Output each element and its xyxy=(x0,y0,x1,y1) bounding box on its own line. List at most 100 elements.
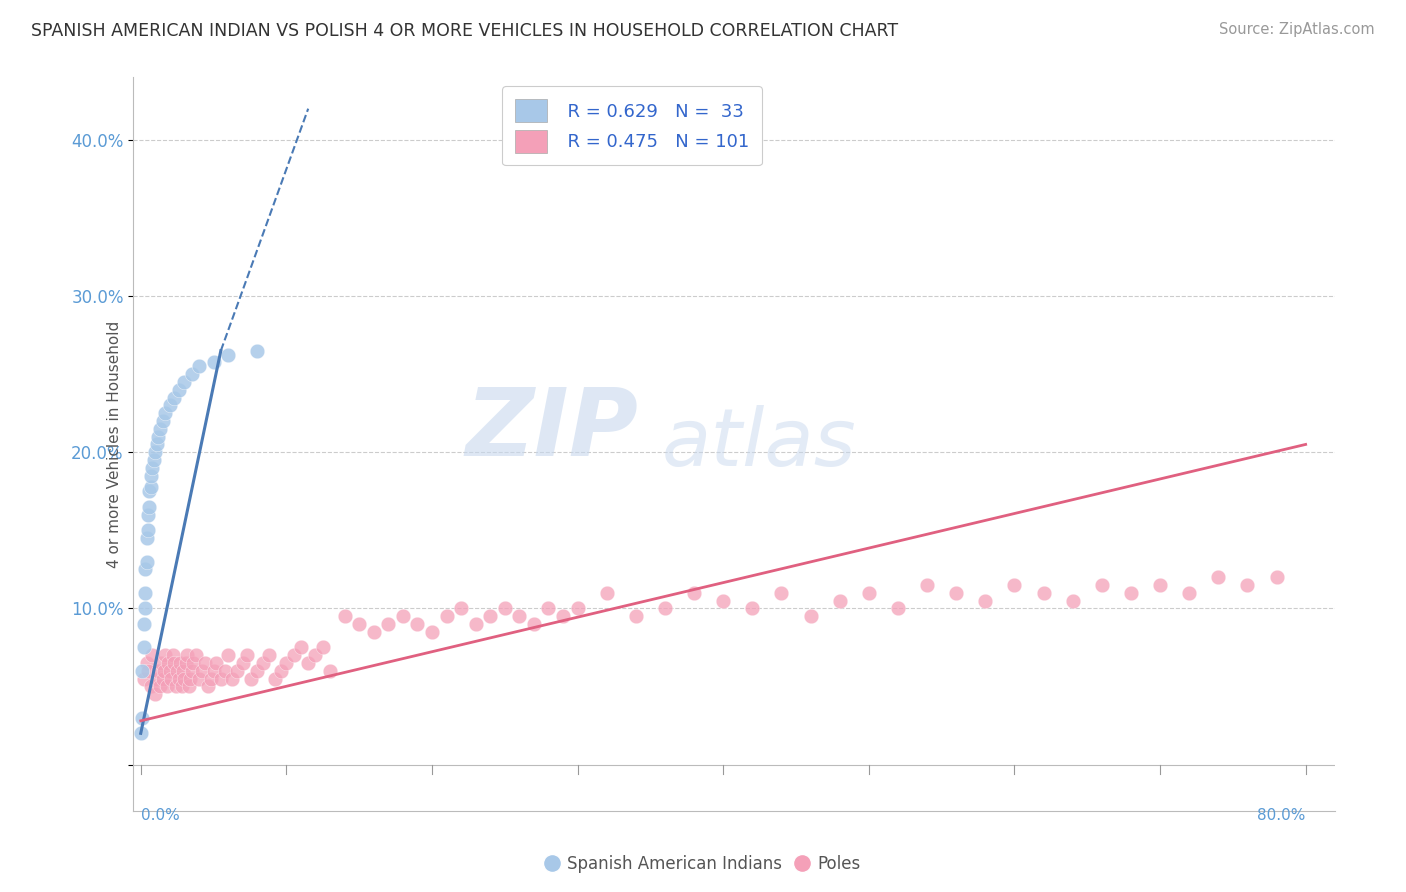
Text: Source: ZipAtlas.com: Source: ZipAtlas.com xyxy=(1219,22,1375,37)
Point xyxy=(163,656,186,670)
Point xyxy=(217,348,239,362)
Point xyxy=(1032,586,1054,600)
Point xyxy=(141,460,163,475)
Point xyxy=(139,479,162,493)
Point xyxy=(319,664,342,678)
Point xyxy=(166,664,188,678)
Point xyxy=(194,656,217,670)
Point xyxy=(132,617,155,632)
Point xyxy=(155,406,177,420)
Legend: Spanish American Indians, Poles: Spanish American Indians, Poles xyxy=(538,848,868,880)
Point xyxy=(236,648,259,663)
Point xyxy=(1062,593,1084,607)
Point xyxy=(148,664,170,678)
Point xyxy=(181,656,204,670)
Point xyxy=(148,429,170,443)
Point xyxy=(508,609,530,624)
Point xyxy=(828,593,851,607)
Point xyxy=(1178,586,1201,600)
Point xyxy=(150,656,173,670)
Point xyxy=(173,375,195,389)
Point xyxy=(152,414,174,428)
Point xyxy=(283,648,305,663)
Point xyxy=(1091,578,1114,592)
Point xyxy=(392,609,415,624)
Point xyxy=(136,664,159,678)
Point xyxy=(596,586,619,600)
Point xyxy=(246,664,269,678)
Point xyxy=(143,687,166,701)
Point xyxy=(167,672,190,686)
Point xyxy=(450,601,472,615)
Point xyxy=(131,711,153,725)
Point xyxy=(214,664,236,678)
Legend:   R = 0.629   N =  33,   R = 0.475   N = 101: R = 0.629 N = 33, R = 0.475 N = 101 xyxy=(502,87,762,165)
Point xyxy=(135,656,157,670)
Point xyxy=(197,680,219,694)
Point xyxy=(270,664,292,678)
Point xyxy=(173,672,195,686)
Point xyxy=(131,664,153,678)
Point xyxy=(188,359,211,374)
Point xyxy=(170,680,193,694)
Point xyxy=(257,648,280,663)
Point xyxy=(149,422,172,436)
Point xyxy=(191,664,214,678)
Point xyxy=(551,609,574,624)
Point xyxy=(654,601,676,615)
Point xyxy=(200,672,222,686)
Point xyxy=(209,672,232,686)
Point xyxy=(135,555,157,569)
Point xyxy=(420,624,443,639)
Point xyxy=(479,609,502,624)
Point xyxy=(134,562,156,576)
Point xyxy=(246,343,269,358)
Point xyxy=(297,656,319,670)
Point xyxy=(141,648,163,663)
Point xyxy=(1236,578,1258,592)
Point xyxy=(177,680,200,694)
Point xyxy=(149,680,172,694)
Point xyxy=(153,664,176,678)
Point xyxy=(624,609,647,624)
Point xyxy=(252,656,274,670)
Point xyxy=(139,680,162,694)
Point xyxy=(142,453,165,467)
Point xyxy=(176,648,198,663)
Point xyxy=(184,648,207,663)
Point xyxy=(143,445,166,459)
Point xyxy=(1206,570,1229,584)
Point xyxy=(136,524,159,538)
Point xyxy=(172,664,194,678)
Point xyxy=(464,617,486,632)
Text: atlas: atlas xyxy=(662,406,856,483)
Point xyxy=(741,601,763,615)
Point xyxy=(225,664,247,678)
Point xyxy=(138,500,160,514)
Point xyxy=(240,672,263,686)
Point xyxy=(169,656,191,670)
Text: SPANISH AMERICAN INDIAN VS POLISH 4 OR MORE VEHICLES IN HOUSEHOLD CORRELATION CH: SPANISH AMERICAN INDIAN VS POLISH 4 OR M… xyxy=(31,22,898,40)
Point xyxy=(945,586,967,600)
Point xyxy=(232,656,254,670)
Point xyxy=(406,617,429,632)
Point xyxy=(347,617,370,632)
Point xyxy=(290,640,312,655)
Point xyxy=(162,648,184,663)
Point xyxy=(138,484,160,499)
Point xyxy=(523,617,546,632)
Point xyxy=(157,656,180,670)
Point xyxy=(136,508,159,522)
Point xyxy=(304,648,326,663)
Point xyxy=(180,664,202,678)
Point xyxy=(132,672,155,686)
Point xyxy=(276,656,298,670)
Point xyxy=(134,601,156,615)
Point xyxy=(312,640,335,655)
Point xyxy=(152,672,174,686)
Point xyxy=(436,609,458,624)
Point xyxy=(537,601,560,615)
Point xyxy=(188,672,211,686)
Point xyxy=(160,672,183,686)
Point xyxy=(165,680,187,694)
